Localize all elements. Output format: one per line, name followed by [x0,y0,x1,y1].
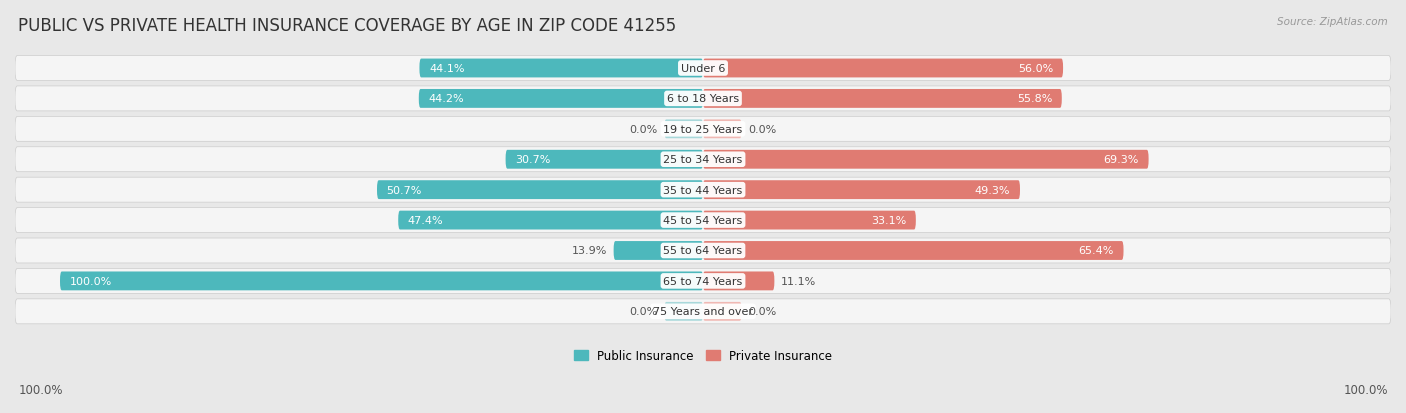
FancyBboxPatch shape [419,90,703,109]
Text: 100.0%: 100.0% [70,276,112,286]
Legend: Public Insurance, Private Insurance: Public Insurance, Private Insurance [569,344,837,367]
Text: 25 to 34 Years: 25 to 34 Years [664,155,742,165]
Text: 50.7%: 50.7% [387,185,422,195]
Text: 55.8%: 55.8% [1017,94,1052,104]
Text: 69.3%: 69.3% [1104,155,1139,165]
FancyBboxPatch shape [15,299,1391,324]
FancyBboxPatch shape [665,120,703,139]
FancyBboxPatch shape [703,181,1019,199]
Text: 44.2%: 44.2% [429,94,464,104]
Text: 0.0%: 0.0% [630,306,658,316]
Text: 47.4%: 47.4% [408,216,443,225]
Text: 30.7%: 30.7% [515,155,551,165]
FancyBboxPatch shape [703,150,1149,169]
Text: 100.0%: 100.0% [18,384,63,396]
Text: 0.0%: 0.0% [748,125,776,135]
FancyBboxPatch shape [15,147,1391,172]
Text: 19 to 25 Years: 19 to 25 Years [664,125,742,135]
Text: Under 6: Under 6 [681,64,725,74]
Text: 49.3%: 49.3% [974,185,1011,195]
FancyBboxPatch shape [703,272,775,291]
FancyBboxPatch shape [377,181,703,199]
FancyBboxPatch shape [15,87,1391,112]
FancyBboxPatch shape [15,117,1391,142]
Text: 65.4%: 65.4% [1078,246,1114,256]
FancyBboxPatch shape [506,150,703,169]
Text: 0.0%: 0.0% [748,306,776,316]
FancyBboxPatch shape [703,90,1062,109]
Text: 35 to 44 Years: 35 to 44 Years [664,185,742,195]
FancyBboxPatch shape [15,178,1391,203]
FancyBboxPatch shape [15,238,1391,263]
FancyBboxPatch shape [703,242,1123,260]
FancyBboxPatch shape [15,269,1391,294]
Text: 65 to 74 Years: 65 to 74 Years [664,276,742,286]
FancyBboxPatch shape [665,302,703,321]
FancyBboxPatch shape [398,211,703,230]
Text: 55 to 64 Years: 55 to 64 Years [664,246,742,256]
Text: 13.9%: 13.9% [572,246,607,256]
Text: 33.1%: 33.1% [870,216,907,225]
Text: 6 to 18 Years: 6 to 18 Years [666,94,740,104]
FancyBboxPatch shape [15,57,1391,81]
FancyBboxPatch shape [703,211,915,230]
Text: PUBLIC VS PRIVATE HEALTH INSURANCE COVERAGE BY AGE IN ZIP CODE 41255: PUBLIC VS PRIVATE HEALTH INSURANCE COVER… [18,17,676,34]
FancyBboxPatch shape [703,302,741,321]
Text: 0.0%: 0.0% [630,125,658,135]
Text: 100.0%: 100.0% [1343,384,1388,396]
FancyBboxPatch shape [15,208,1391,233]
FancyBboxPatch shape [703,120,741,139]
Text: 45 to 54 Years: 45 to 54 Years [664,216,742,225]
Text: 44.1%: 44.1% [429,64,464,74]
Text: 11.1%: 11.1% [780,276,815,286]
FancyBboxPatch shape [613,242,703,260]
Text: 75 Years and over: 75 Years and over [652,306,754,316]
Text: 56.0%: 56.0% [1018,64,1053,74]
FancyBboxPatch shape [703,59,1063,78]
FancyBboxPatch shape [60,272,703,291]
FancyBboxPatch shape [419,59,703,78]
Text: Source: ZipAtlas.com: Source: ZipAtlas.com [1277,17,1388,26]
